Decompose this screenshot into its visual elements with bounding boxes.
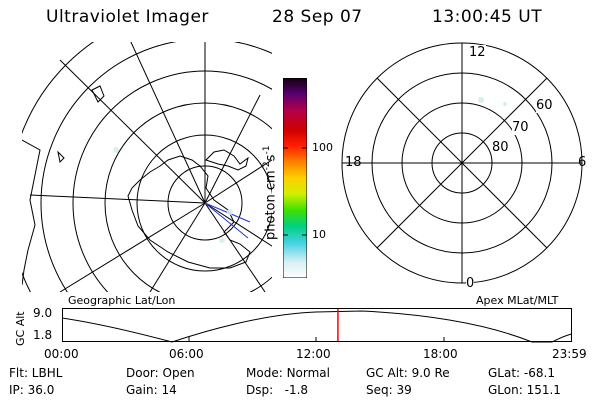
aurora-speckle [219, 237, 225, 243]
timeline-xtick-0600: 06:00 [169, 347, 204, 361]
seq-info: Seq: 39 [366, 383, 412, 397]
meridian-line [59, 59, 206, 204]
mlt-label-18: 18 [345, 155, 362, 170]
timeline-xtick-1800: 18:00 [423, 347, 458, 361]
glat-info: GLat: -68.1 [488, 366, 555, 380]
door-info: Door: Open [126, 366, 195, 380]
colorbar-unit-label: photon cm-2s-1 [262, 145, 279, 240]
meridian-line [204, 94, 261, 204]
dsp-info: Dsp: -1.8 [246, 383, 309, 397]
mlt-label-6: 6 [578, 155, 587, 170]
gain-info: Gain: 14 [126, 383, 177, 397]
ip-info: IP: 36.0 [9, 383, 55, 397]
geographic-caption: Geographic Lat/Lon [68, 294, 176, 307]
timeline-axis-label: GC Alt [14, 311, 27, 346]
altitude-timeline [62, 308, 573, 343]
timeline-xtick-0000: 00:00 [44, 347, 79, 361]
meridian-line [130, 42, 206, 204]
aurora-speckle [478, 97, 484, 103]
meridian-line [149, 202, 206, 292]
date-label: 28 Sep 07 [272, 7, 363, 27]
meridian-line [59, 202, 206, 292]
coastline [91, 85, 105, 103]
altitude-curve [62, 310, 573, 343]
antarctic-peninsula [205, 149, 249, 171]
timeline-xtick-1200: 12:00 [296, 347, 331, 361]
lat-circle [72, 70, 272, 292]
glon-info: GLon: 151.1 [488, 383, 561, 397]
view-line [204, 202, 249, 239]
filter-info: Flt: LBHL [9, 366, 63, 380]
app-title: Ultraviolet Imager [46, 7, 209, 27]
gc-alt-info: GC Alt: 9.0 Re [366, 366, 450, 380]
color-scale-bar [283, 78, 307, 278]
coastline [57, 150, 65, 164]
meridian-line [204, 202, 272, 247]
timeline-ytick-9: 9.0 [33, 306, 53, 320]
magnetic-polar-plot [341, 42, 583, 284]
coastline [22, 139, 41, 286]
mlat-label-80: 80 [492, 140, 509, 155]
mlt-label-0: 0 [466, 276, 475, 291]
apex-caption: Apex MLat/MLT [476, 294, 559, 307]
aurora-speckle [227, 209, 233, 215]
timeline-ytick-1-8: 1.8 [33, 328, 53, 342]
mlt-label-12: 12 [469, 45, 486, 60]
mlat-label-60: 60 [536, 98, 553, 113]
lat-circle [104, 102, 272, 292]
mlat-label-70: 70 [512, 120, 529, 135]
lat-circle [40, 42, 272, 292]
meridian-line [204, 202, 266, 292]
aurora-speckle [113, 147, 119, 153]
time-label: 13:00:45 UT [432, 7, 543, 27]
aurora-speckle [503, 102, 507, 106]
mode-info: Mode: Normal [246, 366, 330, 380]
geographic-map [22, 42, 272, 292]
meridian-line [204, 159, 272, 204]
colorbar-tick-100: 100 [312, 141, 333, 154]
timeline-xtick-2359: 23:59 [552, 347, 587, 361]
colorbar-tick-10: 10 [312, 228, 326, 241]
antarctica-coast [127, 155, 251, 269]
mlt-diagonal [376, 77, 548, 249]
meridian-line [29, 194, 206, 204]
